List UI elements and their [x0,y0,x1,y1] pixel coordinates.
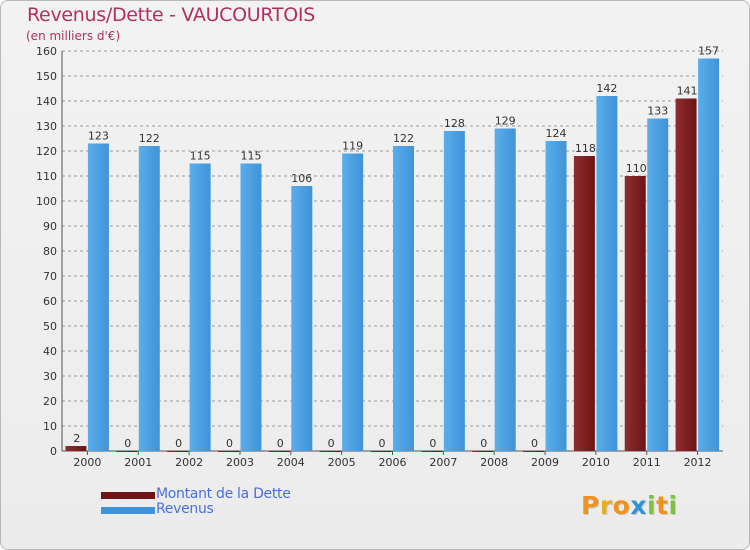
logo-letter: o [612,491,631,520]
bar-revenus-2001 [138,146,160,451]
chart-subtitle: (en milliers d'€) [26,29,121,43]
bar-dette-2002 [167,451,189,452]
data-label-revenus-2003: 115 [240,150,261,163]
data-label-revenus-2011: 133 [647,105,668,118]
bar-revenus-2008 [494,128,516,451]
bar-dette-2011 [624,176,646,451]
bar-revenus-2005 [342,153,364,451]
y-tick-label-20: 20 [43,395,57,408]
y-tick-label-110: 110 [36,170,57,183]
x-tick-label-2005: 2005 [328,456,356,469]
data-label-revenus-2009: 124 [546,127,567,140]
x-tick-label-2012: 2012 [684,456,712,469]
chart-title: Revenus/Dette - VAUCOURTOIS [27,4,315,26]
bar-dette-2001 [116,451,138,452]
data-label-dette-2007: 0 [429,437,436,450]
y-tick-label-40: 40 [43,345,57,358]
bar-dette-2007 [421,451,443,452]
x-tick-label-2006: 2006 [379,456,407,469]
bar-dette-2005 [319,451,341,452]
x-tick-label-2000: 2000 [73,456,101,469]
bar-dette-2003 [217,451,239,452]
data-label-dette-2003: 0 [226,437,233,450]
data-label-dette-2008: 0 [480,437,487,450]
y-tick-label-160: 160 [36,45,57,58]
x-tick-label-2008: 2008 [480,456,508,469]
bar-dette-2012 [675,98,697,451]
x-tick-label-2003: 2003 [226,456,254,469]
y-tick-label-0: 0 [50,445,57,458]
data-label-dette-2010: 118 [575,142,596,155]
bar-revenus-2003 [240,163,262,451]
logo-letter: i [647,491,657,520]
y-tick-label-130: 130 [36,120,57,133]
x-tick-label-2010: 2010 [582,456,610,469]
y-tick-label-80: 80 [43,245,57,258]
logo-letter: i [668,491,678,520]
bar-dette-2006 [370,451,392,452]
bar-revenus-2004 [291,186,313,451]
data-label-revenus-2010: 142 [596,82,617,95]
data-label-dette-2004: 0 [277,437,284,450]
bar-revenus-2010 [596,96,618,451]
data-label-revenus-2002: 115 [190,150,211,163]
data-label-dette-2011: 110 [626,162,647,175]
data-label-revenus-2007: 128 [444,117,465,130]
y-tick-label-140: 140 [36,95,57,108]
x-tick-label-2004: 2004 [277,456,305,469]
data-label-dette-2009: 0 [531,437,538,450]
legend-swatch-dette [101,492,155,499]
legend-label-dette: Montant de la Dette [156,486,291,502]
x-tick-label-2002: 2002 [175,456,203,469]
logo-letter: P [581,491,600,520]
y-tick-label-90: 90 [43,220,57,233]
data-label-dette-2000: 2 [73,432,80,445]
data-label-dette-2001: 0 [124,437,131,450]
x-tick-label-2011: 2011 [633,456,661,469]
data-label-revenus-2012: 157 [698,45,719,58]
data-label-dette-2012: 141 [677,85,698,98]
data-label-dette-2006: 0 [379,437,386,450]
x-tick-label-2001: 2001 [124,456,152,469]
data-label-dette-2005: 0 [328,437,335,450]
legend-swatch-revenus [101,507,155,514]
data-label-dette-2002: 0 [175,437,182,450]
y-tick-label-10: 10 [43,420,57,433]
y-tick-label-100: 100 [36,195,57,208]
logo-letter: r [599,491,613,520]
bar-revenus-2012 [698,58,720,451]
y-tick-label-120: 120 [36,145,57,158]
bar-dette-2010 [573,156,595,451]
y-tick-label-70: 70 [43,270,57,283]
bar-revenus-2006 [393,146,414,451]
bar-revenus-2002 [189,163,211,451]
legend-label-revenus: Revenus [156,501,214,517]
bar-revenus-2000 [87,143,109,451]
proxiti-logo: Proxiti [581,491,678,520]
y-tick-label-50: 50 [43,320,57,333]
data-label-revenus-2005: 119 [342,140,363,153]
y-tick-label-60: 60 [43,295,57,308]
data-label-revenus-2000: 123 [88,130,109,143]
logo-letter: t [656,491,669,520]
data-label-revenus-2006: 122 [393,132,414,145]
bar-revenus-2011 [647,118,669,451]
bar-revenus-2007 [443,131,465,451]
logo-letter: x [630,491,647,520]
bar-dette-2009 [523,451,545,452]
data-label-revenus-2008: 129 [495,115,516,128]
y-tick-label-150: 150 [36,70,57,83]
x-tick-label-2007: 2007 [429,456,457,469]
data-label-revenus-2004: 106 [291,172,312,185]
bar-dette-2000 [65,446,87,451]
bar-dette-2008 [472,451,494,452]
data-label-revenus-2001: 122 [139,132,160,145]
bar-dette-2004 [268,451,290,452]
y-tick-label-30: 30 [43,370,57,383]
x-tick-label-2009: 2009 [531,456,559,469]
bar-revenus-2009 [545,141,567,451]
